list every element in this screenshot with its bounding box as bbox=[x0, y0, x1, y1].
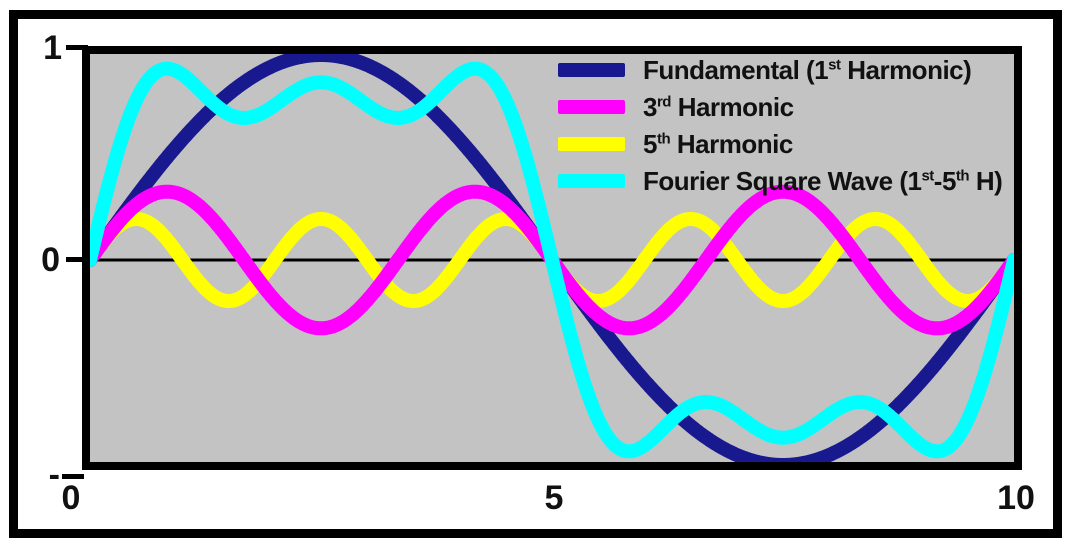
legend-swatch-icon bbox=[558, 173, 625, 188]
curve-square-wave-sum bbox=[90, 61, 1014, 459]
legend-item-label: 3rd Harmonic bbox=[643, 91, 794, 122]
y-tick-label-minus-1: - bbox=[48, 456, 60, 494]
legend: Fundamental (1st Harmonic) 3rd Harmonic 5t… bbox=[558, 51, 1003, 199]
legend-item-label: 5th Harmonic bbox=[643, 128, 793, 159]
y-tick-label-1: 1 bbox=[43, 29, 62, 67]
legend-swatch-icon bbox=[558, 136, 625, 151]
y-tick-label-0: 0 bbox=[41, 241, 60, 279]
legend-item-fundamental: Fundamental (1st Harmonic) bbox=[558, 51, 1002, 88]
y-tick-mark-1 bbox=[66, 45, 88, 50]
y-tick-mark-minus-1 bbox=[62, 474, 84, 479]
legend-item-harmonic-3: 3rd Harmonic bbox=[558, 88, 1002, 125]
legend-item-label: Fundamental (1st Harmonic) bbox=[643, 54, 972, 85]
curves-svg bbox=[90, 54, 1014, 462]
x-tick-label-10: 10 bbox=[997, 479, 1035, 517]
legend-swatch-icon bbox=[558, 62, 625, 77]
legend-item-harmonic-5: 5th Harmonic bbox=[558, 125, 1002, 162]
y-tick-mark-0 bbox=[66, 257, 88, 262]
legend-item-square-wave-sum: Fourier Square Wave (1st-5th H) bbox=[558, 162, 1003, 199]
legend-item-label: Fourier Square Wave (1st-5th H) bbox=[643, 165, 1003, 196]
x-tick-label-5: 5 bbox=[544, 479, 564, 517]
legend-swatch-icon bbox=[558, 99, 625, 114]
x-tick-label-0: 0 bbox=[61, 479, 81, 517]
